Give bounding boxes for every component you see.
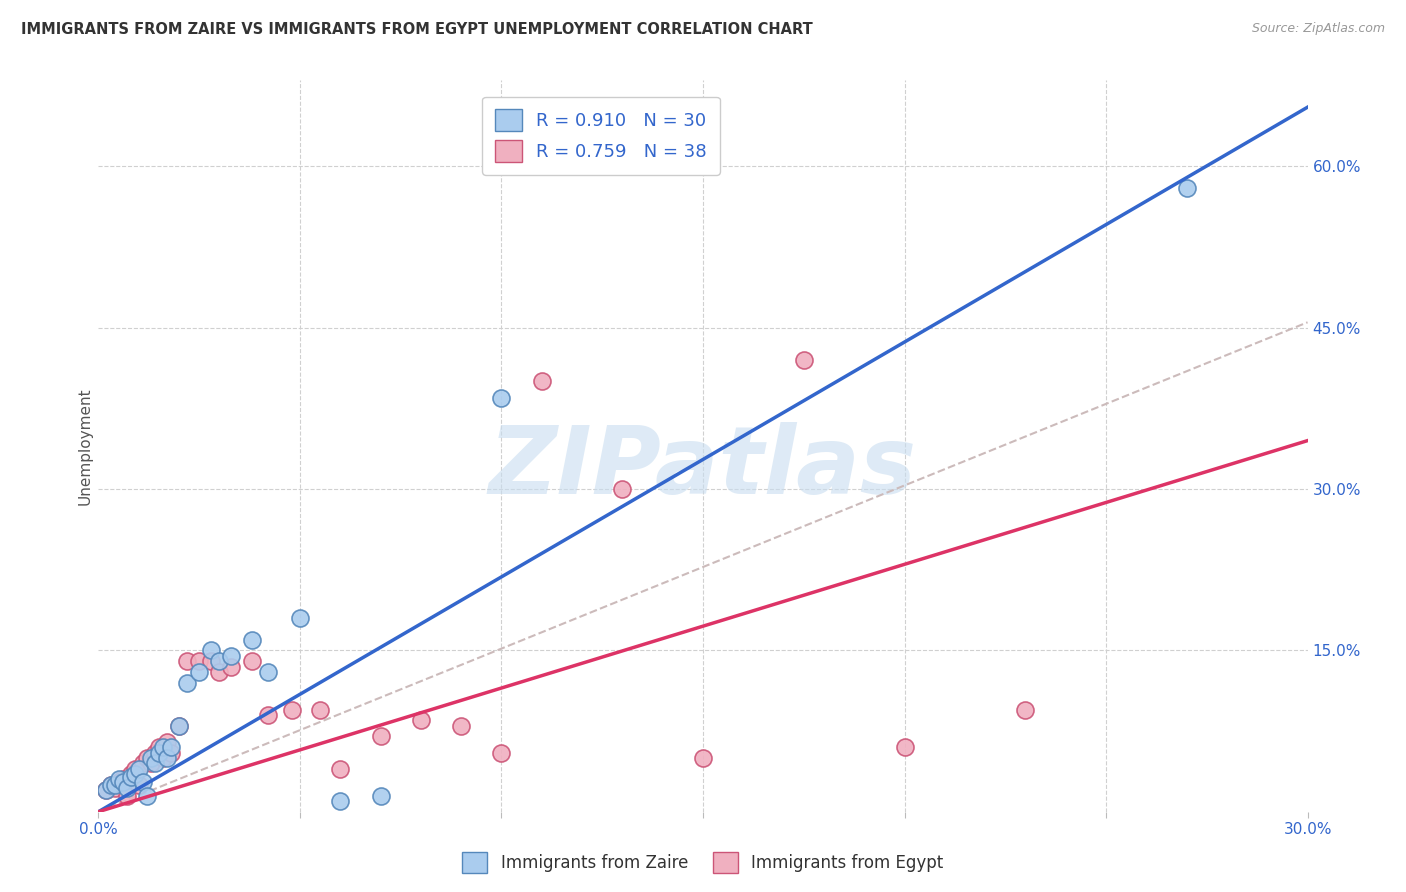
Point <box>103 780 125 795</box>
Point <box>103 778 125 792</box>
Point <box>100 778 122 792</box>
Point <box>370 730 392 744</box>
Point <box>409 714 432 728</box>
Point <box>160 746 183 760</box>
Point <box>107 774 129 789</box>
Point <box>96 783 118 797</box>
Point <box>793 353 815 368</box>
Point <box>135 789 157 803</box>
Point <box>176 654 198 668</box>
Point <box>167 719 190 733</box>
Point <box>240 632 263 647</box>
Text: IMMIGRANTS FROM ZAIRE VS IMMIGRANTS FROM EGYPT UNEMPLOYMENT CORRELATION CHART: IMMIGRANTS FROM ZAIRE VS IMMIGRANTS FROM… <box>21 22 813 37</box>
Text: Source: ZipAtlas.com: Source: ZipAtlas.com <box>1251 22 1385 36</box>
Point <box>156 751 179 765</box>
Point <box>893 740 915 755</box>
Point <box>128 762 150 776</box>
Point <box>530 375 553 389</box>
Point <box>256 707 278 722</box>
Point <box>148 746 170 760</box>
Legend: Immigrants from Zaire, Immigrants from Egypt: Immigrants from Zaire, Immigrants from E… <box>456 846 950 880</box>
Point <box>329 794 352 808</box>
Point <box>221 648 243 663</box>
Point <box>132 756 155 771</box>
Point <box>156 735 179 749</box>
Point <box>124 767 146 781</box>
Point <box>132 774 155 789</box>
Point <box>111 772 134 787</box>
Point <box>188 665 211 679</box>
Point <box>176 675 198 690</box>
Point <box>1014 702 1036 716</box>
Point <box>115 789 138 803</box>
Point <box>240 654 263 668</box>
Point <box>208 654 231 668</box>
Point <box>491 391 513 405</box>
Point <box>221 659 243 673</box>
Point <box>128 778 150 792</box>
Point <box>135 751 157 765</box>
Point <box>370 789 392 803</box>
Point <box>139 751 162 765</box>
Point <box>188 654 211 668</box>
Point <box>288 611 311 625</box>
Legend: R = 0.910   N = 30, R = 0.759   N = 38: R = 0.910 N = 30, R = 0.759 N = 38 <box>482 96 720 175</box>
Point <box>612 482 634 496</box>
Point <box>152 740 174 755</box>
Point <box>256 665 278 679</box>
Point <box>139 756 162 771</box>
Point <box>120 770 142 784</box>
Point <box>111 774 134 789</box>
Point <box>329 762 352 776</box>
Point <box>143 746 166 760</box>
Point <box>200 643 222 657</box>
Point <box>143 756 166 771</box>
Point <box>450 719 472 733</box>
Point <box>1175 181 1198 195</box>
Point <box>208 665 231 679</box>
Point <box>200 654 222 668</box>
Point <box>309 702 332 716</box>
Point <box>107 772 129 787</box>
Point <box>491 746 513 760</box>
Point <box>148 740 170 755</box>
Point <box>96 783 118 797</box>
Point <box>100 778 122 792</box>
Text: ZIPatlas: ZIPatlas <box>489 422 917 514</box>
Point <box>160 740 183 755</box>
Point <box>167 719 190 733</box>
Point <box>692 751 714 765</box>
Point <box>124 762 146 776</box>
Point <box>152 751 174 765</box>
Y-axis label: Unemployment: Unemployment <box>77 387 93 505</box>
Point <box>120 767 142 781</box>
Point <box>281 702 304 716</box>
Point <box>115 780 138 795</box>
